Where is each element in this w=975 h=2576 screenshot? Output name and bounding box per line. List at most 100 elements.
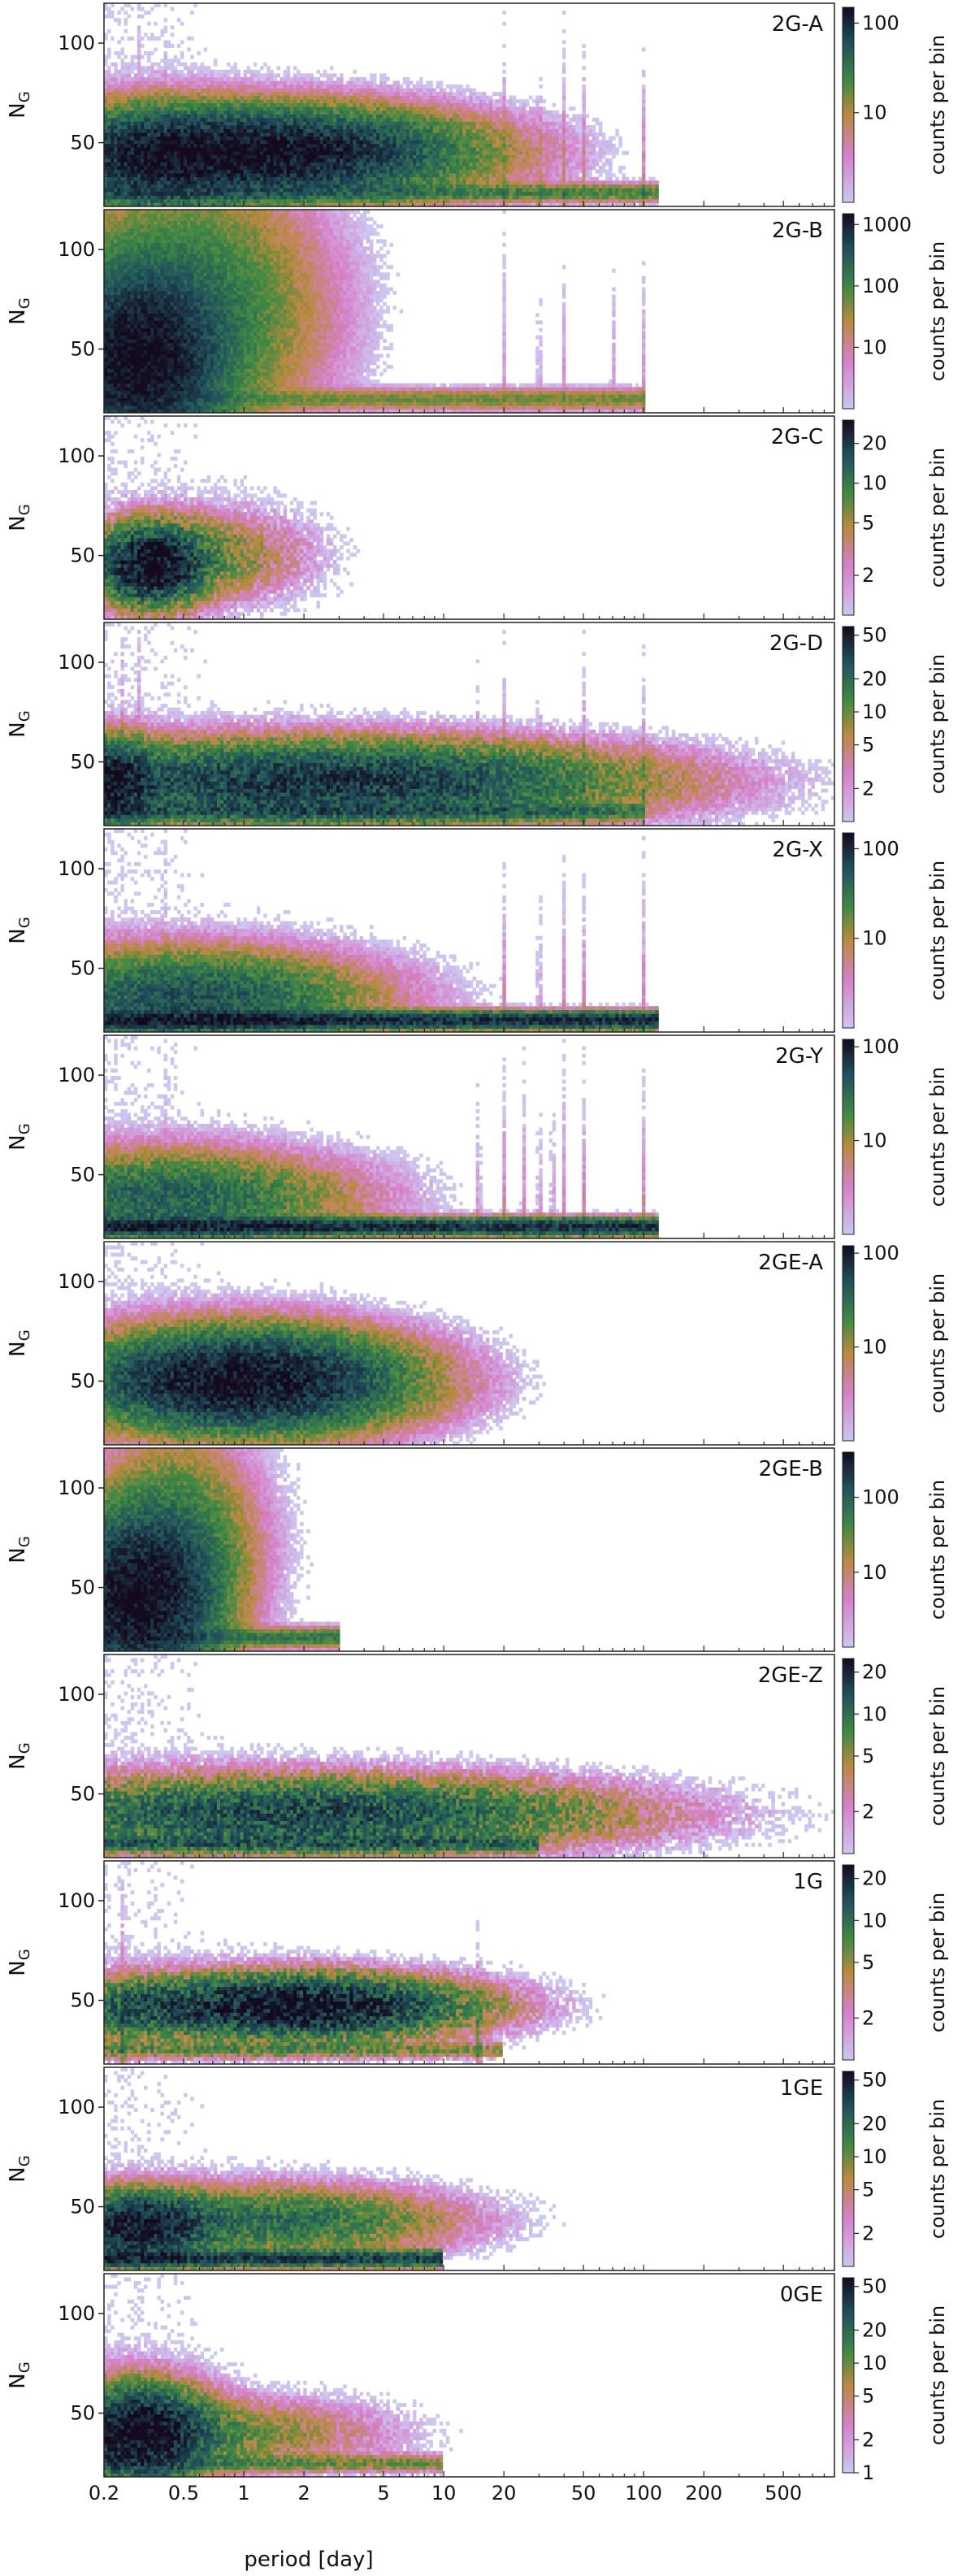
heatmap-cell xyxy=(171,151,174,155)
heatmap-cell xyxy=(317,106,320,111)
heatmap-cell xyxy=(357,162,360,166)
heatmap-cell xyxy=(486,170,489,174)
heatmap-cell xyxy=(496,129,499,133)
heatmap-cell xyxy=(144,137,147,141)
heatmap-cell xyxy=(422,85,426,89)
heatmap-cell xyxy=(131,118,134,122)
heatmap-cell xyxy=(197,199,200,203)
heatmap-cell xyxy=(436,144,440,148)
heatmap-cell xyxy=(446,192,449,196)
heatmap-cell xyxy=(154,173,157,177)
heatmap-cell xyxy=(144,66,147,70)
heatmap-cell xyxy=(266,96,270,100)
heatmap-cell xyxy=(266,158,270,163)
heatmap-cell xyxy=(456,151,459,155)
heatmap-cell xyxy=(330,80,333,85)
heatmap-cell xyxy=(187,96,190,100)
heatmap-cell xyxy=(446,180,449,184)
heatmap-cell xyxy=(429,184,432,189)
heatmap-cell xyxy=(473,121,476,125)
heatmap-cell xyxy=(204,73,207,77)
heatmap-cell xyxy=(164,70,167,74)
heatmap-cell xyxy=(220,170,223,174)
heatmap-cell xyxy=(131,188,134,192)
heatmap-cell xyxy=(462,121,466,125)
heatmap-cell xyxy=(197,173,200,177)
heatmap-cell xyxy=(180,180,184,184)
heatmap-cell xyxy=(370,170,373,174)
heatmap-cell xyxy=(370,140,373,144)
heatmap-cell xyxy=(120,121,124,125)
heatmap-cell xyxy=(449,154,453,158)
heatmap-cell xyxy=(317,147,320,151)
heatmap-cell xyxy=(117,96,120,100)
heatmap-cell xyxy=(134,114,137,118)
heatmap-cell xyxy=(479,125,483,129)
heatmap-cell xyxy=(177,154,180,158)
heatmap-cell xyxy=(379,137,383,141)
heatmap-cell xyxy=(254,89,257,93)
heatmap-cell xyxy=(160,192,163,196)
heatmap-cell xyxy=(313,89,316,93)
heatmap-cell xyxy=(403,170,406,174)
heatmap-cell xyxy=(201,70,204,74)
heatmap-cell xyxy=(429,166,432,170)
heatmap-cell xyxy=(287,106,290,111)
heatmap-cell xyxy=(214,99,217,103)
heatmap-cell xyxy=(379,173,383,177)
heatmap-cell xyxy=(114,184,117,189)
heatmap-cell xyxy=(426,184,429,189)
heatmap-cell xyxy=(197,77,200,81)
heatmap-cell xyxy=(287,140,290,144)
heatmap-cell xyxy=(128,73,131,77)
heatmap-cell xyxy=(317,199,320,203)
heatmap-cell xyxy=(426,158,429,163)
heatmap-cell xyxy=(201,154,204,158)
heatmap-cell xyxy=(220,180,223,184)
heatmap-cell xyxy=(233,96,236,100)
heatmap-cell xyxy=(406,121,410,125)
heatmap-cell xyxy=(280,151,284,155)
heatmap-cell xyxy=(323,80,327,85)
heatmap-cell xyxy=(120,77,124,81)
heatmap-cell xyxy=(349,96,353,100)
heatmap-cell xyxy=(406,103,410,107)
heatmap-cell xyxy=(236,154,240,158)
heatmap-cell xyxy=(416,85,419,89)
heatmap-cell xyxy=(400,147,403,151)
heatmap-cell xyxy=(327,99,330,103)
heatmap-cell xyxy=(230,195,233,199)
heatmap-cell xyxy=(110,137,114,141)
heatmap-cell xyxy=(360,162,363,166)
heatmap-cell xyxy=(396,132,400,137)
heatmap-cell xyxy=(164,125,167,129)
heatmap-cell xyxy=(220,184,223,189)
heatmap-cell xyxy=(187,192,190,196)
heatmap-cell xyxy=(201,180,204,184)
heatmap-cell xyxy=(393,125,396,129)
heatmap-cell xyxy=(227,154,230,158)
heatmap-cell xyxy=(217,199,220,203)
heatmap-cell xyxy=(147,59,150,63)
heatmap-cell xyxy=(250,85,254,89)
heatmap-cell xyxy=(502,188,505,192)
heatmap-cell xyxy=(413,132,416,137)
heatmap-cell xyxy=(459,140,462,144)
heatmap-cell xyxy=(164,166,167,170)
heatmap-cell xyxy=(502,162,505,166)
heatmap-cell xyxy=(276,80,280,85)
heatmap-cell xyxy=(273,80,276,85)
heatmap-cell xyxy=(210,73,214,77)
heatmap-cell xyxy=(107,111,110,115)
heatmap-cell xyxy=(290,89,293,93)
heatmap-cell xyxy=(453,96,456,100)
heatmap-cell xyxy=(177,162,180,166)
heatmap-cell xyxy=(360,80,363,85)
heatmap-cell xyxy=(290,114,293,118)
heatmap-cell xyxy=(443,199,446,203)
heatmap-cell xyxy=(336,114,340,118)
heatmap-cell xyxy=(400,121,403,125)
heatmap-cell xyxy=(449,158,453,163)
heatmap-cell xyxy=(154,96,157,100)
heatmap-cell xyxy=(300,147,303,151)
